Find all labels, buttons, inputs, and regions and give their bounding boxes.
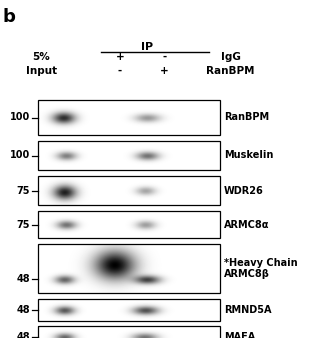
Text: 48: 48: [16, 274, 30, 284]
Text: 48: 48: [16, 305, 30, 315]
Text: b: b: [3, 8, 16, 26]
Text: Input: Input: [26, 66, 57, 76]
Bar: [38, 299, 220, 321]
Text: ARMC8α: ARMC8α: [224, 219, 270, 230]
Text: *Heavy Chain
ARMC8β: *Heavy Chain ARMC8β: [224, 258, 298, 279]
Text: 48: 48: [16, 332, 30, 338]
Text: RanBPM: RanBPM: [206, 66, 255, 76]
Bar: [38, 211, 220, 238]
Text: IP: IP: [141, 42, 153, 52]
Text: +: +: [160, 66, 169, 76]
Text: RMND5A: RMND5A: [224, 305, 271, 315]
Text: RanBPM: RanBPM: [224, 113, 269, 122]
Bar: [38, 244, 220, 293]
Text: -: -: [118, 66, 122, 76]
Text: 100: 100: [10, 150, 30, 161]
Text: -: -: [162, 52, 167, 62]
Bar: [38, 141, 220, 170]
Text: IgG: IgG: [221, 52, 240, 62]
Text: 100: 100: [10, 113, 30, 122]
Text: Muskelin: Muskelin: [224, 150, 273, 161]
Text: +: +: [116, 52, 125, 62]
Text: 75: 75: [16, 219, 30, 230]
Text: WDR26: WDR26: [224, 186, 264, 195]
Bar: [38, 100, 220, 135]
Bar: [38, 176, 220, 205]
Bar: [38, 326, 220, 338]
Text: 75: 75: [16, 186, 30, 195]
Text: 5%: 5%: [32, 52, 50, 62]
Text: MAEA: MAEA: [224, 332, 255, 338]
